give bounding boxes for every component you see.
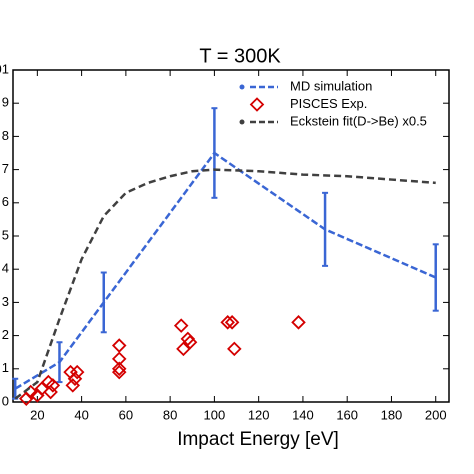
data-point	[111, 361, 127, 377]
data-point	[111, 351, 127, 367]
y-tick-label: 7	[2, 161, 9, 176]
y-tick-label: 8	[2, 128, 9, 143]
data-point	[69, 364, 85, 380]
chart-title: T = 300K	[199, 45, 281, 67]
y-tick-label: 1	[2, 360, 9, 375]
data-point	[176, 341, 191, 357]
data-point	[182, 334, 198, 350]
y-tick-label: 4	[2, 261, 9, 276]
data-point	[220, 315, 235, 330]
x-axis-label: Impact Energy [eV]	[177, 429, 339, 450]
data-point	[34, 381, 50, 396]
legend-marker	[239, 119, 245, 125]
legend-marker	[249, 97, 265, 112]
y-tick-label: 6	[2, 194, 9, 209]
data-line	[14, 151, 437, 390]
y-tick-label: 2	[2, 327, 9, 342]
x-tick-label: 180	[381, 407, 403, 422]
y-tick-label: 9	[2, 95, 9, 110]
y-tick-label: 01	[0, 61, 9, 76]
legend-label: PISCES Exp.	[290, 96, 367, 111]
x-tick-label: 60	[119, 407, 133, 422]
legend-label: MD simulation	[290, 78, 372, 93]
y-tick-label: 0	[2, 393, 9, 408]
x-tick-label: 140	[292, 407, 314, 422]
data-point	[111, 364, 127, 380]
data-point	[65, 378, 81, 393]
data-point	[111, 338, 127, 353]
x-tick-label: 80	[163, 407, 177, 422]
data-point	[291, 315, 306, 330]
x-tick-label: 100	[204, 407, 226, 422]
x-tick-label: 120	[248, 407, 270, 422]
data-point	[227, 341, 242, 357]
legend-label: Eckstein fit(D->Be) x0.5	[290, 113, 427, 128]
x-tick-label: 20	[30, 407, 44, 422]
data-point	[224, 315, 240, 330]
x-tick-label: 200	[425, 407, 447, 422]
x-tick-label: 160	[336, 407, 358, 422]
legend-marker	[239, 84, 245, 90]
y-tick-label: 5	[2, 227, 9, 242]
x-tick-label: 40	[74, 407, 88, 422]
data-line	[14, 168, 436, 400]
data-point	[173, 318, 189, 333]
y-tick-label: 3	[2, 294, 9, 309]
data-point	[45, 378, 61, 393]
